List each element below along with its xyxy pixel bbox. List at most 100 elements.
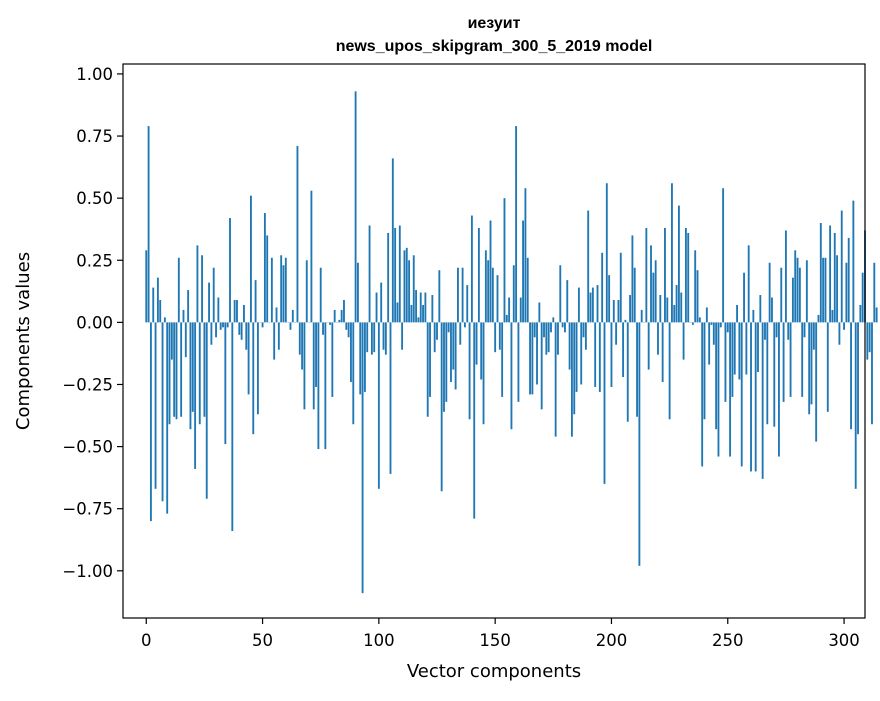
- bar: [166, 322, 168, 513]
- bar: [171, 322, 173, 359]
- bar: [766, 322, 768, 424]
- bar: [399, 225, 401, 322]
- bar: [264, 213, 266, 322]
- bar: [825, 258, 827, 323]
- bar: [597, 285, 599, 322]
- bar: [550, 322, 552, 332]
- bar: [725, 322, 727, 402]
- bar: [285, 258, 287, 323]
- bar: [850, 322, 852, 429]
- bar: [301, 322, 303, 369]
- bar: [804, 322, 806, 337]
- bar: [466, 285, 468, 322]
- bar: [276, 307, 278, 322]
- x-tick-label: 300: [828, 631, 860, 650]
- bar: [473, 322, 475, 518]
- bar: [845, 263, 847, 323]
- y-tick-label: 0.25: [76, 251, 113, 270]
- bar: [822, 258, 824, 323]
- bar: [210, 322, 212, 344]
- bar: [290, 322, 292, 329]
- bar: [273, 322, 275, 359]
- bar: [666, 298, 668, 323]
- bar: [380, 283, 382, 323]
- bar: [759, 295, 761, 322]
- bar: [362, 322, 364, 593]
- bar: [762, 322, 764, 479]
- bar: [743, 273, 745, 323]
- bar: [778, 322, 780, 456]
- bar: [580, 322, 582, 384]
- bar: [871, 322, 873, 424]
- bar: [638, 322, 640, 565]
- bar: [731, 322, 733, 397]
- bar: [436, 322, 438, 339]
- bar: [476, 322, 478, 364]
- bar: [494, 322, 496, 352]
- bar: [324, 322, 326, 449]
- bar: [150, 322, 152, 521]
- bar: [538, 302, 540, 322]
- bar: [236, 300, 238, 322]
- bar: [755, 322, 757, 471]
- bar: [548, 322, 550, 352]
- bar: [557, 322, 559, 354]
- x-tick-label: 0: [141, 631, 152, 650]
- bar: [457, 268, 459, 323]
- bar: [631, 235, 633, 322]
- bar: [869, 322, 871, 352]
- bar: [364, 322, 366, 392]
- bar: [773, 322, 775, 426]
- bar: [201, 255, 203, 322]
- bar: [832, 310, 834, 322]
- bar: [238, 322, 240, 334]
- bar: [820, 223, 822, 322]
- bar: [480, 322, 482, 379]
- bar: [187, 290, 189, 322]
- bar: [348, 322, 350, 337]
- bar: [371, 322, 373, 354]
- bar: [297, 146, 299, 322]
- bar: [485, 250, 487, 322]
- bar: [613, 300, 615, 322]
- bar: [431, 295, 433, 322]
- bar: [657, 322, 659, 354]
- bar: [818, 315, 820, 322]
- y-tick-label: −1.00: [62, 562, 113, 581]
- bar: [543, 322, 545, 337]
- bar: [866, 322, 868, 359]
- bar: [697, 270, 699, 322]
- bar: [304, 322, 306, 409]
- bar: [245, 322, 247, 349]
- bar: [366, 322, 368, 352]
- bar: [645, 228, 647, 322]
- bar: [757, 322, 759, 372]
- bar: [443, 322, 445, 411]
- bar: [785, 230, 787, 322]
- bar: [490, 221, 492, 323]
- bar: [769, 263, 771, 323]
- bar: [231, 322, 233, 531]
- bar: [529, 322, 531, 394]
- bar: [604, 322, 606, 483]
- bar: [815, 322, 817, 441]
- bar: [536, 322, 538, 384]
- bar: [173, 322, 175, 416]
- bar: [401, 322, 403, 349]
- bar: [552, 317, 554, 322]
- bar: [566, 280, 568, 322]
- bar: [159, 300, 161, 322]
- bar: [806, 260, 808, 322]
- bar: [192, 322, 194, 411]
- x-axis-label: Vector components: [407, 661, 581, 682]
- bar: [350, 322, 352, 382]
- bar: [455, 322, 457, 389]
- bar: [618, 300, 620, 322]
- bar: [624, 320, 626, 322]
- bar: [213, 268, 215, 323]
- bar: [859, 305, 861, 322]
- y-tick-label: −0.25: [62, 375, 113, 394]
- bar: [452, 322, 454, 369]
- bar: [266, 235, 268, 322]
